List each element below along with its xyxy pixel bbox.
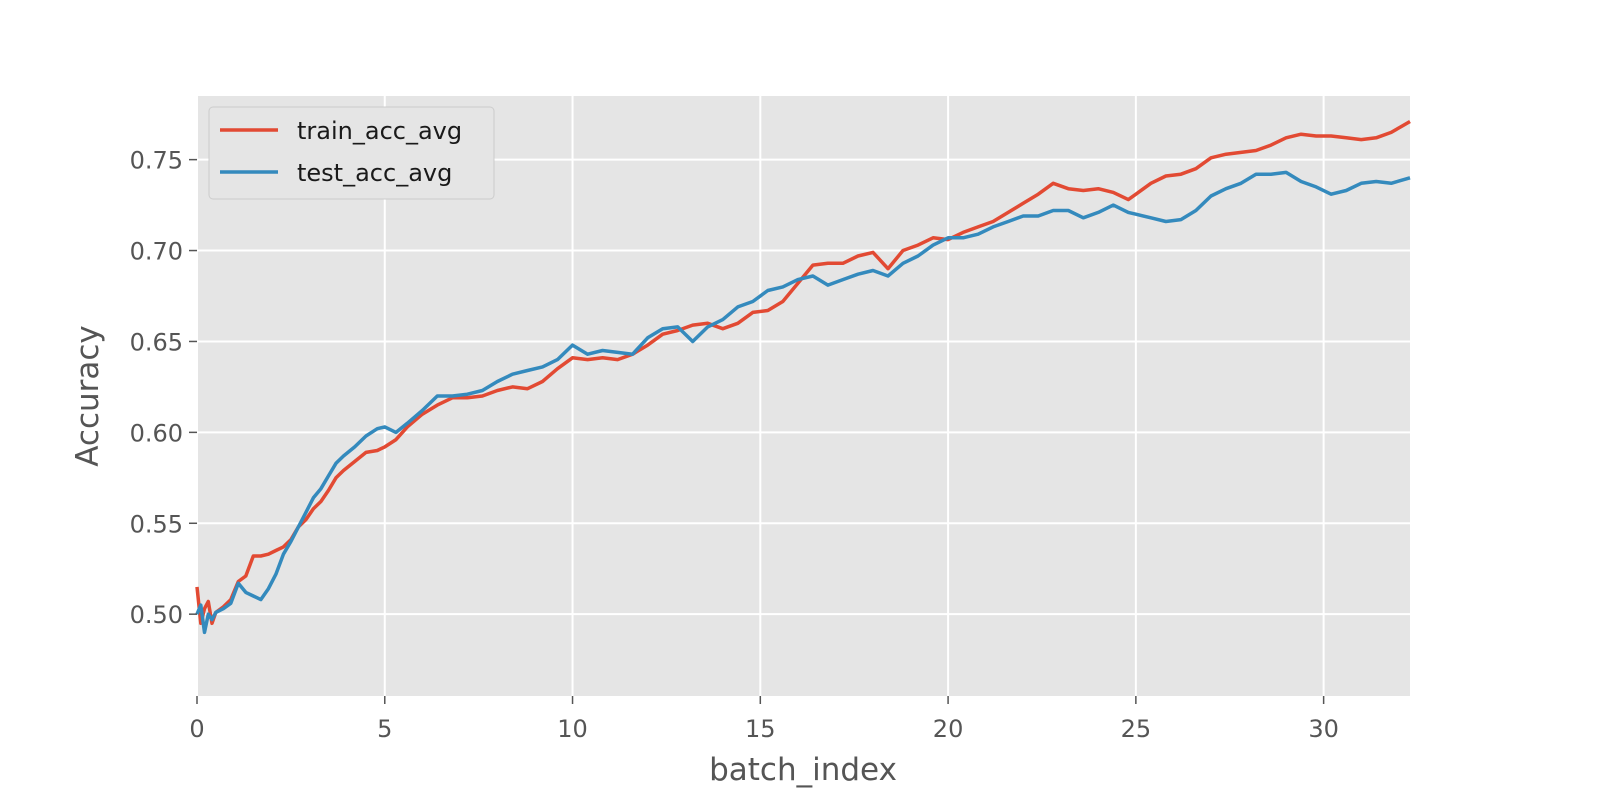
- x-axis-label: batch_index: [709, 752, 897, 788]
- y-tick-label: 0.70: [130, 238, 183, 266]
- x-tick-label: 25: [1121, 715, 1152, 743]
- x-axis-ticks: 0 5 10 15 20 25 30: [189, 696, 1339, 743]
- x-tick-label: 5: [377, 715, 392, 743]
- y-axis-label: Accuracy: [70, 325, 106, 467]
- x-tick-label: 0: [189, 715, 204, 743]
- y-tick-label: 0.65: [130, 328, 183, 356]
- series-lines: [195, 119, 1411, 635]
- x-tick-label: 15: [745, 715, 776, 743]
- y-tick-label: 0.75: [130, 147, 183, 175]
- legend-label-train-acc-avg: train_acc_avg: [297, 117, 462, 145]
- grid: [196, 96, 1410, 696]
- x-tick-label: 30: [1308, 715, 1339, 743]
- y-tick-label: 0.50: [130, 601, 183, 629]
- series-line-test-acc-avg: [195, 170, 1411, 635]
- y-tick-label: 0.55: [130, 510, 183, 538]
- legend: train_acc_avg test_acc_avg: [208, 106, 495, 200]
- x-tick-label: 20: [933, 715, 964, 743]
- y-axis-ticks: 0.50 0.55 0.60 0.65 0.70 0.75: [130, 147, 197, 629]
- x-tick-label: 10: [557, 715, 588, 743]
- legend-box: [208, 106, 495, 200]
- y-tick-label: 0.60: [130, 419, 183, 447]
- legend-label-test-acc-avg: test_acc_avg: [297, 159, 452, 187]
